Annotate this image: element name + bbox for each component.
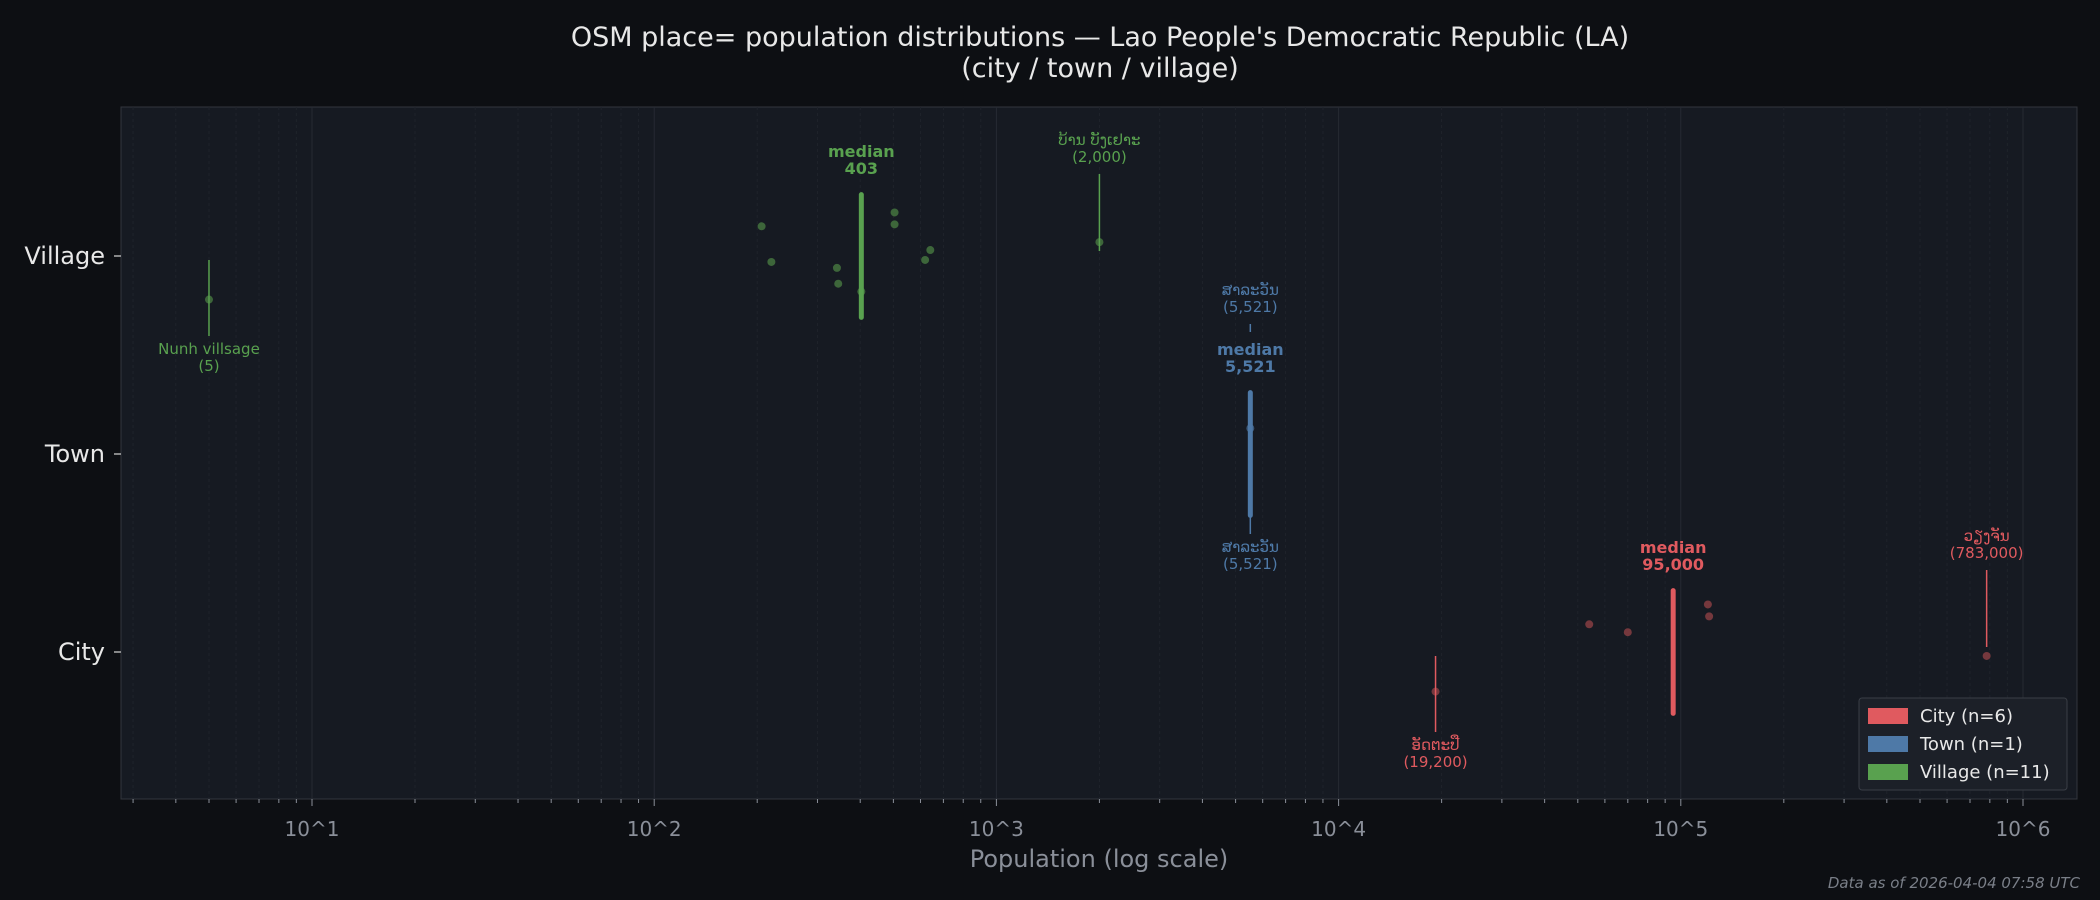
legend: City (n=6) Town (n=1) Village (n=11)	[1858, 697, 2068, 791]
data-point	[767, 257, 776, 266]
data-timestamp: Data as of 2026-04-04 07:58 UTC	[1828, 874, 2081, 892]
annotation-name: ບ້ານ ບັງເຢາະ	[1058, 130, 1140, 149]
y-tick-label: Village	[24, 242, 105, 270]
data-point	[834, 279, 843, 288]
data-point	[926, 246, 935, 255]
data-point	[890, 208, 899, 217]
annotation-name: ສາລະວັນ	[1222, 537, 1279, 556]
median-value: 95,000	[1642, 555, 1704, 574]
legend-label-city: City (n=6)	[1920, 706, 2013, 727]
annotation-value: (5,521)	[1223, 555, 1278, 573]
annotation-name: ວຽງຈັນ	[1964, 526, 2010, 545]
data-point	[1703, 600, 1712, 609]
x-tick-label: 10^5	[1653, 817, 1708, 841]
y-tick-label: Town	[44, 440, 105, 468]
chart-subtitle: (city / town / village)	[961, 53, 1239, 84]
annotation-value: (2,000)	[1072, 148, 1127, 166]
x-tick-label: 10^1	[285, 817, 340, 841]
legend-swatch-city	[1868, 708, 1908, 724]
annotation-value: (5,521)	[1223, 298, 1278, 316]
median-value: 5,521	[1225, 357, 1276, 376]
data-point	[1705, 612, 1714, 621]
annotation-value: (5)	[198, 357, 219, 375]
legend-box	[1858, 697, 2068, 791]
data-point	[890, 220, 899, 229]
annotation-name: ສາລະວັນ	[1222, 280, 1279, 299]
axes: 10^1 10^2 10^3 10^4 10^5 10^6 Village Town City	[24, 242, 2050, 841]
median-label: median	[828, 142, 895, 161]
data-point	[832, 263, 841, 272]
annotation-name: Nunh villsage	[158, 340, 260, 358]
y-tick-label: City	[58, 638, 105, 666]
legend-swatch-village	[1868, 764, 1908, 780]
gridlines	[132, 107, 2024, 799]
annotation-value: (19,200)	[1403, 753, 1467, 771]
chart-title: OSM place= population distributions — La…	[571, 22, 1629, 53]
data-point	[1982, 651, 1991, 660]
legend-swatch-town	[1868, 736, 1908, 752]
data-point	[1623, 628, 1632, 637]
x-tick-label: 10^4	[1311, 817, 1366, 841]
annotation-name: ອັດຕະປື	[1412, 733, 1460, 754]
marks: median95,000ອັດຕະປື(19,200)ວຽງຈັນ(783,00…	[158, 130, 2023, 771]
legend-label-village: Village (n=11)	[1920, 762, 2050, 783]
median-label: median	[1640, 538, 1707, 557]
legend-label-town: Town (n=1)	[1919, 734, 2023, 755]
annotation-value: (783,000)	[1950, 544, 2024, 562]
x-tick-label: 10^3	[969, 817, 1024, 841]
data-point	[757, 222, 766, 231]
x-tick-label: 10^6	[1996, 817, 2051, 841]
x-axis-label: Population (log scale)	[970, 845, 1229, 873]
median-value: 403	[845, 159, 878, 178]
median-label: median	[1217, 340, 1284, 359]
data-point	[1585, 620, 1594, 629]
x-tick-label: 10^2	[627, 817, 682, 841]
data-point	[921, 255, 930, 264]
